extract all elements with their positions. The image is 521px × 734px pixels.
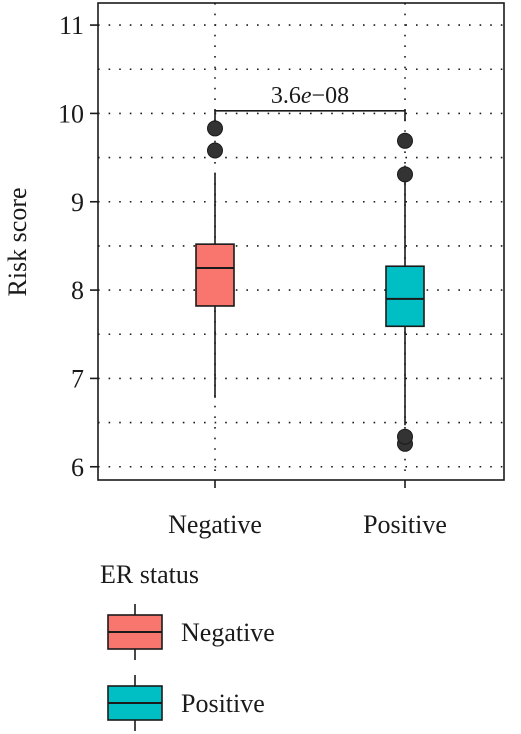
outlier-point bbox=[207, 120, 223, 137]
legend-entries: Negative Positive bbox=[107, 604, 275, 731]
legend-entry-negative: Negative bbox=[107, 604, 275, 660]
box-positive bbox=[385, 132, 425, 452]
y-axis-title: Risk score bbox=[3, 187, 32, 296]
p-value-exponent-e: e bbox=[301, 83, 312, 109]
legend-label: Negative bbox=[181, 618, 275, 647]
outlier-point bbox=[207, 142, 223, 159]
box-iqr bbox=[195, 243, 235, 307]
legend: ER status Negative Positive bbox=[100, 560, 275, 731]
comparison-bracket: 3.6e−08 bbox=[214, 83, 406, 121]
p-value-mantissa: 3.6 bbox=[271, 83, 301, 109]
p-value-exponent: −08 bbox=[312, 83, 350, 109]
grid-layer bbox=[98, 3, 504, 480]
x-tick-label: Negative bbox=[168, 510, 262, 539]
outlier-point bbox=[397, 166, 413, 183]
comparison-bracket-line bbox=[214, 109, 406, 121]
y-tick-label: 8 bbox=[71, 276, 84, 305]
outlier-point bbox=[397, 132, 413, 149]
box-negative bbox=[195, 120, 235, 398]
outlier-point bbox=[397, 428, 413, 445]
y-tick-label: 6 bbox=[71, 453, 84, 482]
y-axis: 6 7 8 9 10 11 bbox=[58, 11, 98, 482]
legend-entry-positive: Positive bbox=[107, 675, 265, 731]
y-tick-label: 10 bbox=[58, 99, 84, 128]
plot-panel-border bbox=[97, 2, 505, 481]
x-axis: Negative Positive bbox=[168, 480, 447, 539]
y-tick-label: 7 bbox=[71, 364, 84, 393]
y-tick-label: 11 bbox=[59, 11, 84, 40]
p-value-label: 3.6e−08 bbox=[271, 83, 349, 109]
legend-label: Positive bbox=[181, 689, 265, 718]
legend-title: ER status bbox=[100, 560, 199, 589]
y-tick-label: 9 bbox=[71, 188, 84, 217]
boxes-layer bbox=[195, 120, 425, 452]
x-tick-label: Positive bbox=[363, 510, 447, 539]
box-iqr bbox=[385, 265, 425, 328]
